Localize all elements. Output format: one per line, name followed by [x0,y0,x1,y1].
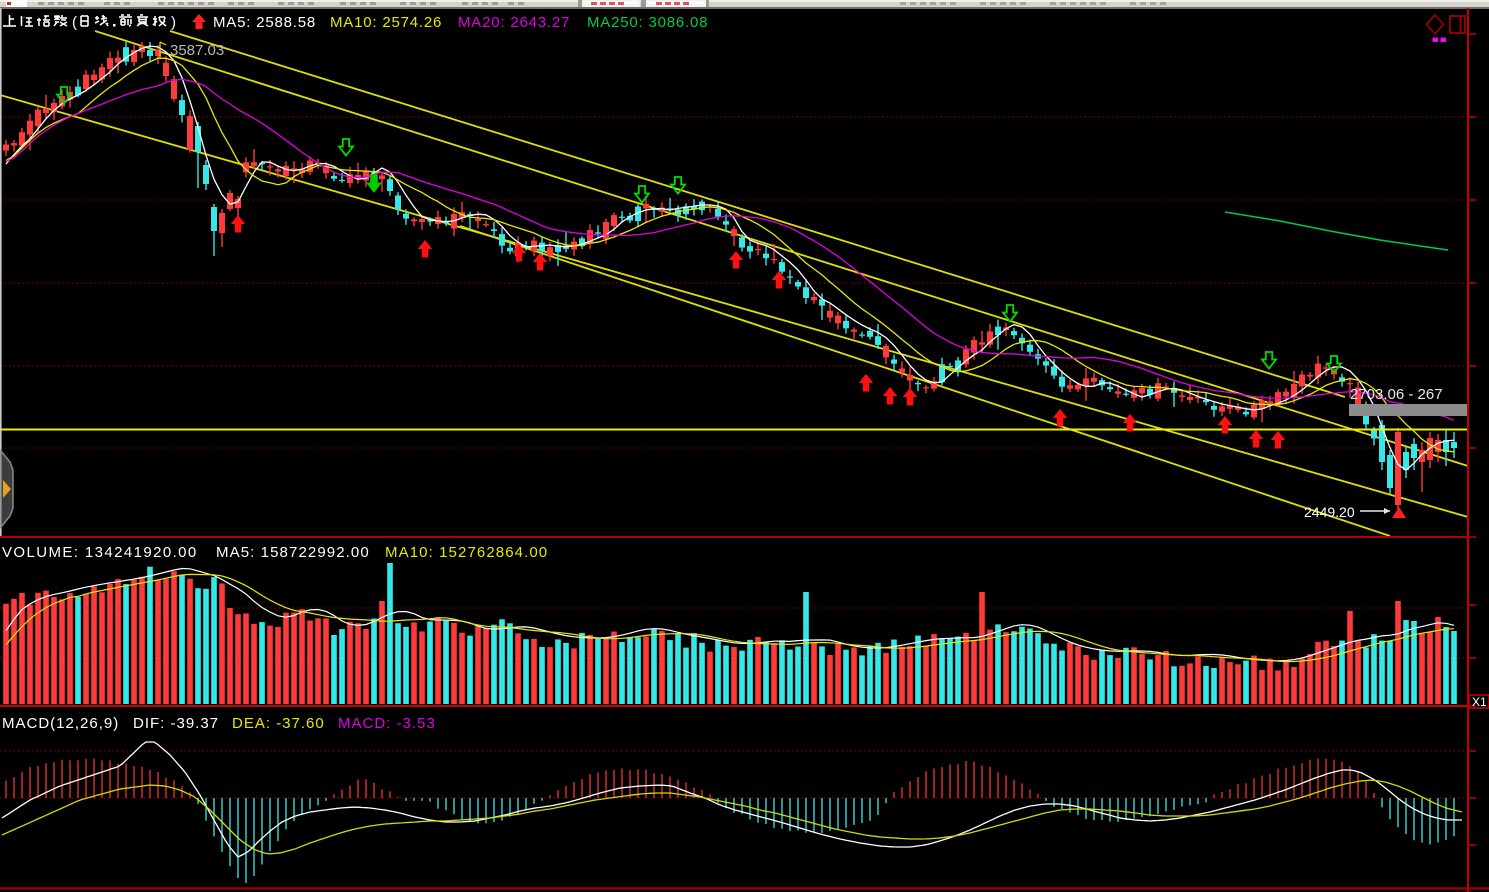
svg-text:3587.03: 3587.03 [170,42,224,59]
svg-text:MA5: 2588.58: MA5: 2588.58 [213,14,316,31]
svg-text:MA10: 2574.26: MA10: 2574.26 [330,14,442,31]
svg-text:MACD: -3.53: MACD: -3.53 [338,715,436,732]
svg-text:MA10: 152762864.00: MA10: 152762864.00 [385,544,548,561]
svg-text:MA5: 158722992.00: MA5: 158722992.00 [216,544,370,561]
svg-text:2703.06 - 267: 2703.06 - 267 [1350,386,1443,403]
svg-text:VOLUME: 134241920.00: VOLUME: 134241920.00 [2,544,198,561]
svg-text:DEA: -37.60: DEA: -37.60 [232,715,325,732]
svg-text:X1: X1 [1472,695,1487,709]
svg-text:(: ( [72,14,77,31]
svg-text:MACD(12,26,9): MACD(12,26,9) [2,715,119,732]
svg-text:2449.20: 2449.20 [1304,504,1355,520]
svg-text:): ) [171,14,176,31]
svg-text:DIF: -39.37: DIF: -39.37 [133,715,219,732]
svg-text:MA20: 2643.27: MA20: 2643.27 [458,14,570,31]
svg-text:MA250: 3086.08: MA250: 3086.08 [587,14,708,31]
